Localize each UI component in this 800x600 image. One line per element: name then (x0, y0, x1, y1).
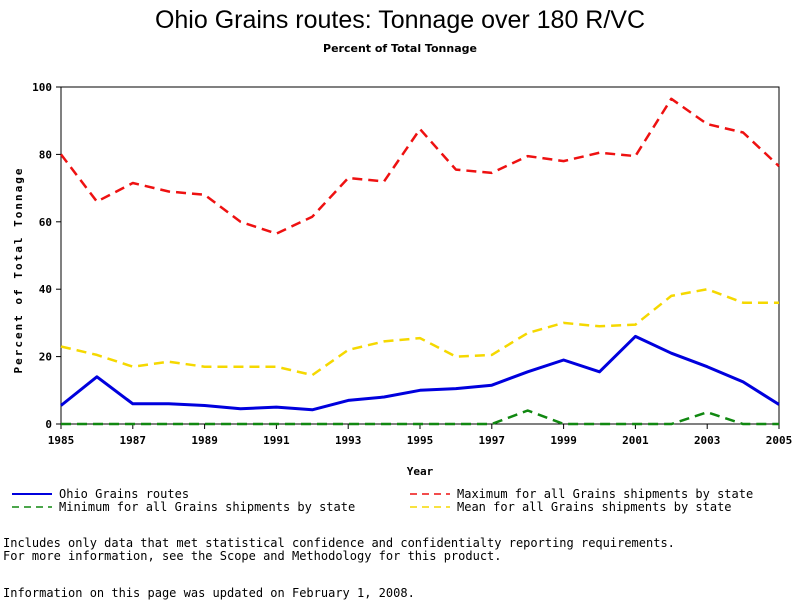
x-tick-label: 2001 (622, 434, 649, 447)
y-axis: 0 20 40 60 80 100 (32, 81, 61, 431)
series-line-1 (60, 97, 780, 235)
legend-label-2: Minimum for all Grains shipments by stat… (59, 500, 355, 514)
y-tick-label: 80 (39, 148, 52, 161)
series-line-0 (60, 334, 780, 412)
x-tick-label: 1987 (120, 434, 147, 447)
series-line-2 (61, 409, 779, 426)
x-axis-title: Year (407, 465, 434, 478)
x-axis: 1985 1987 1989 1991 1993 1995 1997 1999 2001 2003… (48, 424, 793, 447)
footnote-confidence: Includes only data that met statistical … (3, 536, 675, 550)
legend-label-0: Ohio Grains routes (59, 487, 189, 501)
y-tick-label: 40 (39, 283, 52, 296)
chart-title: Ohio Grains routes: Tonnage over 180 R/V… (154, 6, 646, 34)
legend-label-3: Mean for all Grains shipments by state (457, 500, 732, 514)
y-tick-label: 20 (39, 351, 52, 364)
x-tick-label: 1993 (335, 434, 362, 447)
y-tick-label: 0 (45, 418, 52, 431)
footnote-methodology: For more information, see the Scope and … (3, 549, 502, 563)
x-tick-label: 1991 (263, 434, 290, 447)
series-line-3 (60, 287, 779, 377)
x-tick-label: 2005 (766, 434, 793, 447)
x-tick-label: 1989 (191, 434, 218, 447)
x-tick-label: 1997 (479, 434, 506, 447)
footnote-updated: Information on this page was updated on … (3, 586, 415, 600)
y-axis-title: Percent of Total Tonnage (12, 167, 25, 374)
legend-label-1: Maximum for all Grains shipments by stat… (457, 487, 753, 501)
x-tick-label: 1999 (550, 434, 577, 447)
plot-frame (60, 86, 780, 425)
chart-subtitle: Percent of Total Tonnage (323, 42, 477, 55)
x-tick-label: 1995 (407, 434, 434, 447)
legend: Ohio Grains routes Maximum for all Grains… (12, 487, 753, 514)
y-tick-label: 100 (32, 81, 52, 94)
x-tick-label: 2003 (694, 434, 721, 447)
y-tick-label: 60 (39, 216, 52, 229)
series-group (60, 97, 780, 426)
x-tick-label: 1985 (48, 434, 75, 447)
